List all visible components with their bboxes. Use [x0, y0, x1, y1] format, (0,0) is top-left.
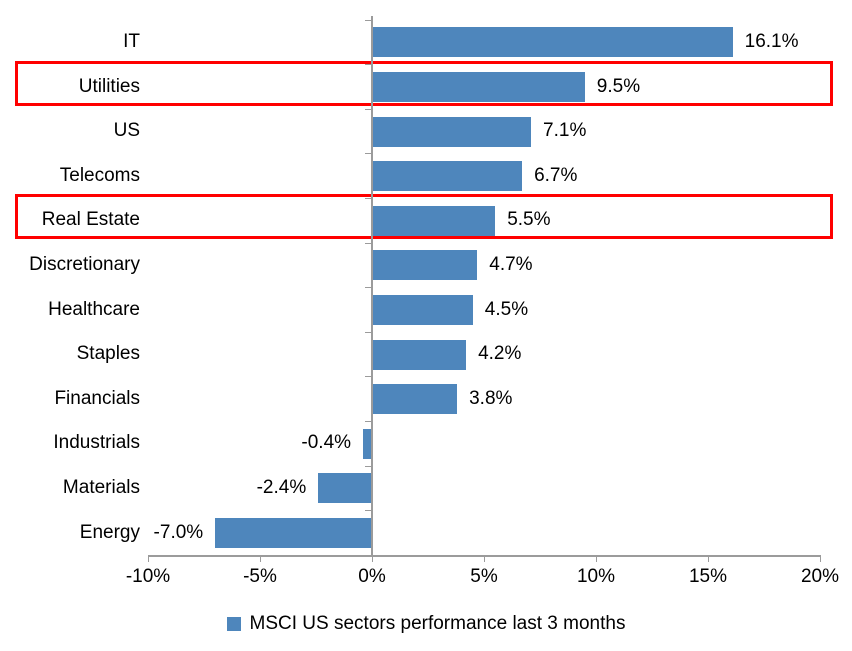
category-axis-tick: [365, 331, 372, 333]
bar-real-estate: [372, 205, 496, 236]
bar-discretionary: [372, 250, 478, 281]
value-axis-tick: [259, 555, 261, 563]
legend-swatch-icon: [226, 617, 241, 631]
category-axis-tick: [365, 510, 372, 512]
bar-utilities: [372, 71, 585, 102]
category-label-financials: Financials: [54, 387, 140, 409]
category-axis-tick: [365, 64, 372, 66]
bar-it: [372, 27, 733, 58]
category-axis-tick: [365, 465, 372, 467]
category-label-industrials: Industrials: [53, 432, 140, 454]
category-axis-tick: [365, 153, 372, 155]
bar-industrials: [363, 428, 372, 459]
category-label-staples: Staples: [76, 343, 140, 365]
value-axis-tick: [819, 555, 821, 563]
category-label-real-estate: Real Estate: [41, 209, 140, 231]
value-label-discretionary: 4.7%: [489, 254, 533, 275]
value-axis-tick: [595, 555, 597, 563]
bar-telecoms: [372, 161, 523, 192]
legend-label: MSCI US sectors performance last 3 month…: [249, 613, 626, 634]
value-label-healthcare: 4.5%: [484, 298, 529, 320]
value-axis-tick-label: 20%: [800, 566, 840, 588]
category-label-telecoms: Telecoms: [59, 164, 140, 186]
value-label-energy: -7.0%: [153, 521, 204, 543]
value-axis-tick: [371, 555, 373, 563]
value-label-materials: -2.4%: [256, 477, 307, 498]
value-axis-tick: [483, 555, 485, 563]
value-label-it: 16.1%: [744, 31, 799, 52]
value-label-staples: 4.2%: [478, 343, 522, 365]
value-label-us: 7.1%: [543, 120, 587, 142]
category-label-energy: Energy: [79, 521, 140, 543]
value-label-industrials: -0.4%: [301, 432, 352, 454]
category-axis-tick: [365, 197, 372, 200]
category-axis-tick: [365, 376, 372, 378]
value-label-telecoms: 6.7%: [534, 164, 578, 186]
bar-materials: [318, 473, 372, 504]
category-label-us: US: [113, 120, 140, 142]
value-axis-tick-label: 10%: [576, 566, 616, 588]
category-axis-tick: [365, 108, 372, 110]
value-axis-tick-label: -5%: [243, 566, 277, 588]
category-axis-tick: [365, 420, 372, 423]
bar-staples: [372, 339, 467, 370]
value-axis-tick-label: 15%: [688, 566, 728, 588]
legend: MSCI US sectors performance last 3 month…: [0, 607, 852, 641]
bar-energy: [215, 517, 372, 548]
category-label-discretionary: Discretionary: [29, 254, 140, 275]
category-label-it: IT: [123, 31, 140, 52]
category-axis-tick: [365, 19, 372, 21]
category-label-materials: Materials: [62, 477, 140, 498]
bar-us: [372, 116, 532, 147]
bar-healthcare: [372, 294, 473, 325]
value-label-utilities: 9.5%: [596, 75, 641, 97]
value-axis-tick-label: -10%: [125, 566, 171, 588]
highlight-box-real-estate: [15, 194, 833, 240]
category-label-healthcare: Healthcare: [48, 298, 140, 320]
value-axis-tick: [147, 555, 149, 563]
value-label-financials: 3.8%: [469, 387, 513, 409]
value-axis-tick-label: 5%: [470, 566, 498, 588]
category-axis-tick: [365, 242, 372, 244]
highlight-box-utilities: [15, 60, 833, 106]
bar-financials: [372, 384, 458, 415]
category-axis-line: [371, 16, 373, 556]
category-label-utilities: Utilities: [78, 75, 140, 97]
category-axis-tick: [365, 287, 372, 289]
value-label-real-estate: 5.5%: [507, 209, 551, 231]
value-axis-tick-label: 0%: [358, 566, 386, 588]
value-axis-tick: [707, 555, 709, 563]
